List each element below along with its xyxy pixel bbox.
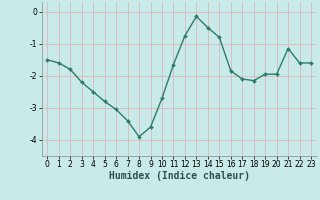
X-axis label: Humidex (Indice chaleur): Humidex (Indice chaleur) bbox=[109, 171, 250, 181]
